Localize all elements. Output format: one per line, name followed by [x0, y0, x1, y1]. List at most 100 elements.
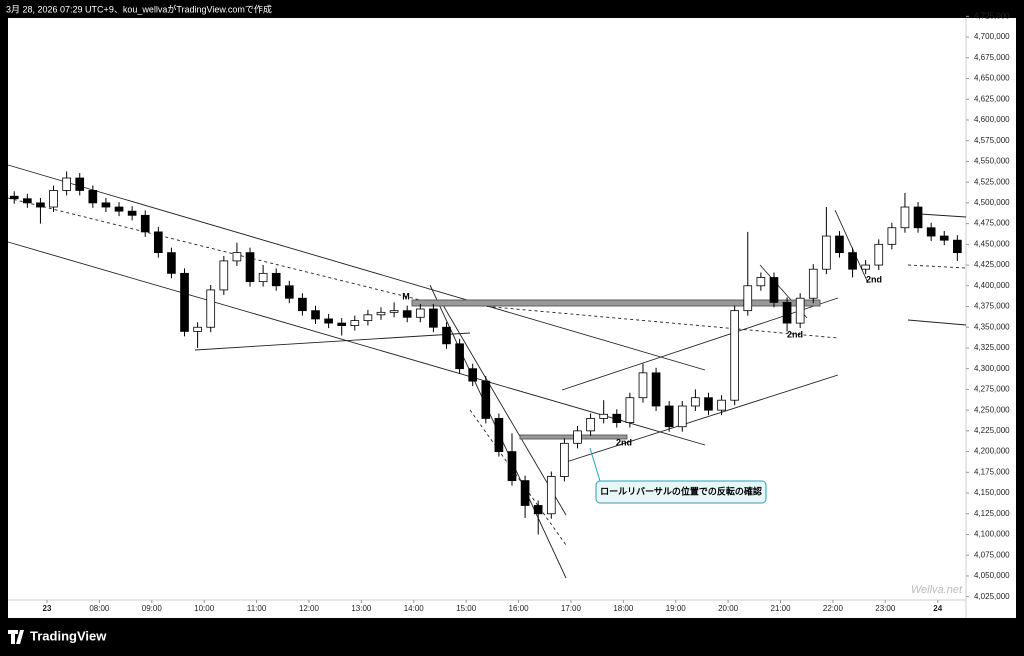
candle-body	[664, 405, 674, 428]
y-tick-label: 4,100,000	[974, 530, 1010, 539]
candle-body	[114, 206, 124, 212]
candle-body	[782, 301, 792, 324]
candle-body	[337, 322, 347, 326]
candle-body	[677, 405, 687, 428]
y-tick-label: 4,650,000	[974, 74, 1010, 83]
y-tick-label: 4,575,000	[974, 136, 1010, 145]
candle-body	[389, 310, 399, 313]
candle-body	[402, 310, 412, 318]
candle-body	[88, 190, 98, 204]
candle-body	[848, 252, 857, 270]
candle-body	[638, 372, 648, 399]
x-tick-label: 20:00	[718, 604, 739, 613]
candle-body	[232, 252, 242, 262]
candle-body	[140, 214, 150, 233]
trend-line	[562, 374, 839, 464]
candle-body	[691, 397, 700, 407]
annotation: 2nd	[616, 437, 632, 447]
candle-body	[730, 310, 740, 401]
candle-body	[180, 272, 189, 332]
candle-body	[533, 505, 543, 515]
zone	[411, 299, 821, 307]
dashed-line	[7, 197, 421, 301]
dashed-line	[907, 264, 967, 269]
callout-text: ロールリバーサルの位置での反転の確認	[600, 485, 762, 496]
candle-body	[835, 235, 844, 254]
y-tick-label: 4,600,000	[974, 115, 1010, 124]
candle-body	[442, 326, 451, 345]
x-tick-label: 18:00	[613, 604, 634, 613]
x-tick-label: 17:00	[561, 604, 582, 613]
trend-line	[194, 332, 471, 351]
trend-line	[834, 209, 869, 284]
x-tick-label: 13:00	[351, 604, 372, 613]
candle-body	[9, 195, 19, 200]
candle-body	[193, 326, 202, 332]
caption: 3月 28, 2026 07:29 UTC+9、kou_wellvaがTradi…	[6, 3, 272, 14]
candle-body	[36, 202, 45, 208]
candle-body	[953, 239, 962, 254]
candle-body	[167, 252, 176, 274]
candle-body	[429, 308, 438, 328]
watermark: Wellva.net	[911, 584, 963, 596]
y-tick-label: 4,075,000	[974, 550, 1010, 559]
annotation: 2nd	[866, 274, 882, 284]
candle-body	[704, 397, 713, 411]
channel-line	[7, 241, 706, 446]
candle-body	[546, 476, 556, 515]
y-tick-label: 4,275,000	[974, 385, 1010, 394]
candle-body	[153, 231, 163, 254]
candle-body	[808, 268, 818, 299]
trend-line	[439, 299, 567, 516]
candle-body	[769, 277, 779, 303]
candle-body	[219, 260, 229, 291]
candle-body	[743, 285, 753, 312]
channel-line	[7, 164, 706, 371]
candle-body	[717, 399, 726, 411]
candle-body	[625, 397, 635, 423]
logo-icon	[8, 630, 24, 644]
y-tick-label: 4,325,000	[974, 343, 1010, 352]
x-tick-label: 23:00	[875, 604, 896, 613]
y-tick-label: 4,675,000	[974, 53, 1010, 62]
candle-body	[258, 272, 268, 283]
chart-area	[8, 18, 1016, 618]
candle-body	[887, 227, 897, 245]
candle-body	[481, 380, 491, 419]
candle-body	[284, 285, 294, 299]
candle-body	[822, 235, 831, 270]
x-tick-label: 21:00	[771, 604, 792, 613]
candle-body	[468, 368, 478, 382]
dashed-line	[469, 409, 567, 546]
x-tick-label: 12:00	[299, 604, 320, 613]
candle-body	[101, 202, 111, 208]
x-tick-label: 10:00	[194, 604, 215, 613]
candle-body	[573, 430, 582, 444]
y-tick-label: 4,225,000	[974, 426, 1010, 435]
y-tick-label: 4,250,000	[974, 405, 1010, 414]
y-tick-label: 4,625,000	[974, 94, 1010, 103]
y-tick-label: 4,375,000	[974, 302, 1010, 311]
y-tick-label: 4,450,000	[974, 239, 1010, 248]
candle-body	[874, 243, 884, 266]
candle-body	[455, 343, 464, 370]
y-tick-label: 4,150,000	[974, 488, 1010, 497]
y-tick-label: 4,400,000	[974, 281, 1010, 290]
y-tick-label: 4,725,000	[974, 11, 1010, 20]
candle-body	[913, 206, 923, 229]
trend-line	[561, 297, 839, 391]
x-tick-label: 24	[933, 604, 942, 613]
x-tick-label: 22:00	[823, 604, 844, 613]
candle-body	[376, 311, 386, 316]
y-tick-label: 4,125,000	[974, 509, 1010, 518]
dashed-line	[414, 299, 839, 339]
candle-body	[127, 210, 137, 216]
y-tick-label: 4,050,000	[974, 571, 1010, 580]
candle-body	[298, 297, 307, 312]
candle-body	[861, 264, 870, 270]
candle-body	[586, 418, 595, 432]
candle-body	[75, 177, 85, 191]
candle-body	[599, 413, 609, 419]
callout-pointer	[589, 447, 601, 482]
